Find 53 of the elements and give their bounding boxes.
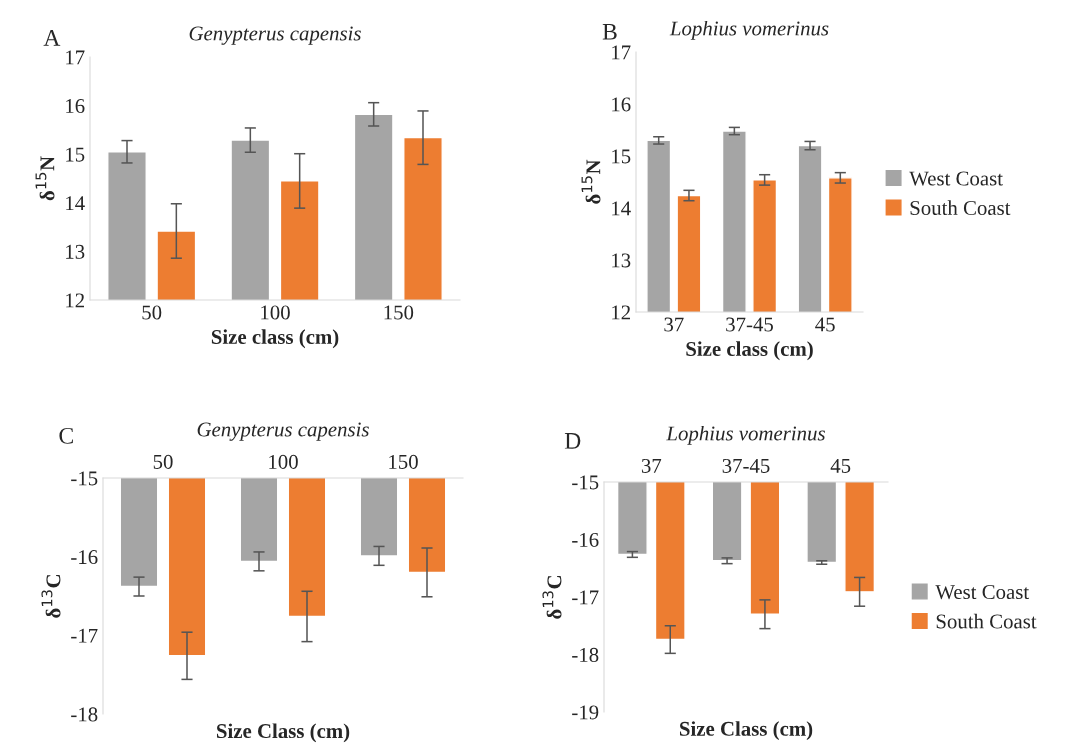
y-tick-label: 14	[612, 201, 631, 216]
x-tick-label: 100	[269, 454, 298, 469]
y-axis-title: δ$^{15}$N	[581, 159, 601, 204]
chart-title: Lophius vomerinus	[666, 425, 825, 445]
x-axis-title: Size class (cm)	[686, 341, 813, 361]
x-tick-label: 150	[389, 454, 418, 469]
x-axis-title: Size class (cm)	[211, 329, 339, 349]
y-tick-label: 15	[612, 149, 631, 164]
y-tick-label: -18	[572, 647, 599, 662]
y-tick-label: -15	[572, 475, 599, 490]
y-tick-label: -15	[71, 471, 98, 486]
y-tick-label: -17	[71, 628, 98, 643]
y-tick-label: 17	[612, 45, 631, 60]
y-tick-label: -16	[572, 532, 599, 547]
y-tick-label: -17	[572, 590, 599, 605]
chart-title: Genypterus capensis	[197, 422, 369, 441]
text: B	[602, 24, 617, 40]
x-tick-label: 50	[142, 305, 162, 320]
x-tick-label: 100	[261, 305, 290, 320]
y-tick-label: 13	[66, 244, 85, 259]
x-tick-label: 50	[153, 454, 173, 469]
y-tick-label: 12	[612, 305, 630, 320]
text: A	[43, 30, 61, 46]
x-tick-label: 37-45	[726, 317, 773, 332]
legend-label: South Coast	[910, 200, 1011, 215]
y-tick-label: -19	[572, 705, 599, 720]
x-tick-label: 150	[384, 305, 414, 320]
y-tick-label: 12	[66, 293, 84, 308]
y-axis-title: δ$^{13}$C	[542, 576, 562, 619]
chart-title: Genypterus capensis	[189, 26, 361, 45]
y-tick-label: 14	[66, 196, 85, 211]
chart-title: Lophius vomerinus	[669, 20, 829, 40]
x-tick-label: 45	[815, 317, 835, 332]
y-axis-title: δ$^{15}$N	[35, 156, 55, 201]
y-tick-label: 13	[612, 253, 631, 268]
y-tick-label: -18	[71, 707, 98, 722]
text: D	[564, 433, 581, 449]
legend-label: South Coast	[936, 613, 1037, 629]
x-axis-title: Size Class (cm)	[217, 723, 350, 743]
y-tick-label: 16	[612, 97, 631, 112]
x-tick-label: 45	[830, 458, 851, 473]
x-axis-title: Size Class (cm)	[680, 721, 813, 741]
text: C	[59, 427, 73, 444]
legend-label: West Coast	[909, 171, 1003, 186]
y-tick-label: 15	[66, 147, 85, 162]
legend-label: West Coast	[935, 585, 1030, 600]
x-tick-label: 37	[664, 317, 684, 332]
x-tick-label: 37-45	[722, 458, 770, 473]
y-tick-label: 16	[66, 99, 85, 114]
y-axis-title: δ$^{13}$C	[41, 575, 61, 618]
y-tick-label: 17	[66, 50, 85, 65]
y-tick-label: -16	[71, 550, 98, 565]
x-tick-label: 37	[641, 458, 662, 473]
